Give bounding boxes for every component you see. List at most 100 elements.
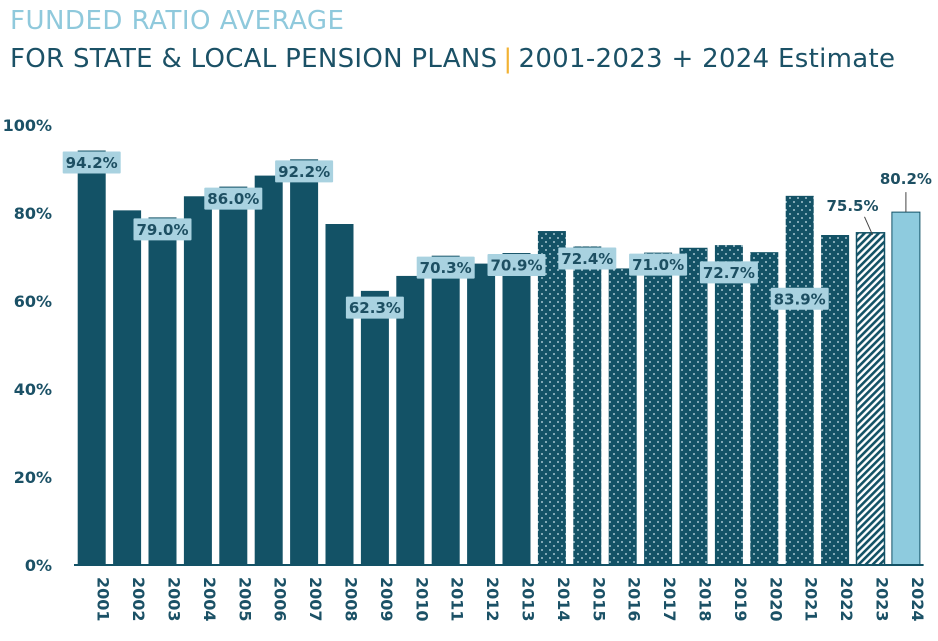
bar-2003 [148, 217, 177, 565]
x-tick-label: 2011 [448, 577, 467, 622]
x-tick-label: 2024 [908, 577, 927, 622]
data-label-box [133, 218, 192, 241]
data-label-text: 72.4% [561, 250, 613, 268]
bar-2018 [679, 247, 708, 565]
x-tick-label: 2015 [589, 577, 608, 622]
chart-subtitle: FOR STATE & LOCAL PENSION PLANS | 2001-202… [10, 44, 895, 74]
x-tick-label: 2017 [660, 577, 679, 622]
bar-2006 [254, 175, 283, 565]
bar-2004 [183, 196, 212, 565]
bar-2009 [360, 290, 389, 565]
x-tick-label: 2008 [342, 577, 361, 622]
callout-leader [864, 216, 873, 236]
data-label-2019: 72.7% [699, 261, 758, 284]
data-label-box [204, 187, 263, 210]
data-label-2013: 70.9% [487, 254, 546, 277]
bar-2014 [537, 231, 566, 566]
data-label-text: 92.2% [278, 163, 330, 181]
bar-2008 [325, 224, 354, 565]
x-tick-label: 2003 [165, 577, 184, 622]
data-label-box [416, 256, 475, 279]
y-tick-label: 100% [3, 116, 52, 135]
data-label-2007: 92.2% [275, 160, 334, 183]
data-label-2005: 86.0% [204, 187, 263, 210]
chart-title: FUNDED RATIO AVERAGE [10, 6, 345, 36]
bar-2022 [821, 235, 850, 565]
subtitle-range: 2001-2023 + 2024 Estimate [518, 44, 896, 74]
data-label-text: 71.0% [632, 256, 684, 274]
bar-2016 [608, 268, 637, 565]
y-tick-label: 60% [14, 292, 52, 311]
y-tick-label: 40% [14, 380, 52, 399]
data-label-text: 79.0% [136, 221, 188, 239]
data-label-box [345, 296, 404, 319]
bar-2011 [431, 255, 460, 565]
x-tick-label: 2016 [625, 577, 644, 622]
bar-2010 [396, 275, 425, 565]
bar-2001 [77, 150, 106, 565]
data-label-box [699, 261, 758, 284]
data-label-box [62, 151, 121, 174]
x-tick-label: 2014 [554, 577, 573, 622]
x-tick-label: 2013 [519, 577, 538, 622]
bar-2013 [502, 253, 531, 566]
x-tick-label: 2010 [412, 577, 431, 622]
y-tick-label: 0% [25, 556, 52, 575]
x-tick-label: 2002 [129, 577, 148, 622]
callout-2024: 80.2% [880, 170, 932, 213]
x-tick-label: 2006 [271, 577, 290, 622]
bar-2024 [891, 211, 921, 566]
data-label-2017: 71.0% [629, 253, 688, 276]
bar-2002 [113, 210, 142, 566]
callout-text: 75.5% [826, 197, 878, 215]
data-label-text: 72.7% [703, 264, 755, 282]
x-tick-label: 2004 [200, 577, 219, 622]
data-label-box [629, 253, 688, 276]
data-label-text: 94.2% [66, 154, 118, 172]
callout-text: 80.2% [880, 170, 932, 188]
bar-2023 [855, 232, 886, 566]
x-tick-label: 2012 [483, 577, 502, 622]
data-label-box [275, 160, 334, 183]
x-tick-label: 2005 [235, 577, 254, 622]
y-tick-label: 80% [14, 204, 52, 223]
y-axis: 0% 20% 40% 60% 80% 100% [3, 116, 52, 575]
x-tick-label: 2018 [696, 577, 715, 622]
data-label-box [558, 247, 617, 270]
data-label-2021: 83.9% [770, 287, 829, 310]
x-tick-label: 2001 [94, 577, 113, 622]
data-label-box [770, 287, 829, 310]
data-label-text: 83.9% [774, 290, 826, 308]
x-tick-label: 2023 [873, 577, 892, 622]
data-label-text: 70.9% [490, 257, 542, 275]
bar-2019 [714, 245, 743, 565]
x-tick-label: 2022 [837, 577, 856, 622]
x-tick-label: 2020 [766, 577, 785, 622]
x-tick-label: 2019 [731, 577, 750, 622]
bar-2017 [644, 252, 673, 565]
subtitle-separator: | [503, 44, 513, 74]
bar-2007 [290, 159, 319, 565]
data-labels: 94.2% 79.0% 86.0% 92.2% 62.3% 70.3% 70.9% 72.4%… [62, 151, 932, 319]
subtitle-main: FOR STATE & LOCAL PENSION PLANS [10, 44, 498, 74]
callout-2023: 75.5% [826, 197, 879, 236]
data-label-text: 62.3% [349, 299, 401, 317]
data-label-text: 86.0% [207, 190, 259, 208]
x-tick-label: 2007 [306, 577, 325, 622]
y-tick-label: 20% [14, 468, 52, 487]
data-label-2015: 72.4% [558, 247, 617, 270]
data-label-text: 70.3% [420, 259, 472, 277]
bar-2021 [785, 195, 814, 565]
data-label-box [487, 254, 546, 277]
data-label-2001: 94.2% [62, 151, 121, 174]
x-tick-label: 2009 [377, 577, 396, 622]
data-label-2011: 70.3% [416, 256, 475, 279]
x-axis: 2001 2002 2003 2004 2005 2006 2007 2008 2009 2010… [74, 564, 927, 622]
bar-2012 [467, 263, 496, 565]
bar-2015 [573, 246, 602, 565]
bar-2005 [219, 186, 248, 565]
data-label-2003: 79.0% [133, 218, 192, 241]
data-label-2009: 62.3% [345, 296, 404, 319]
x-tick-label: 2021 [802, 577, 821, 622]
